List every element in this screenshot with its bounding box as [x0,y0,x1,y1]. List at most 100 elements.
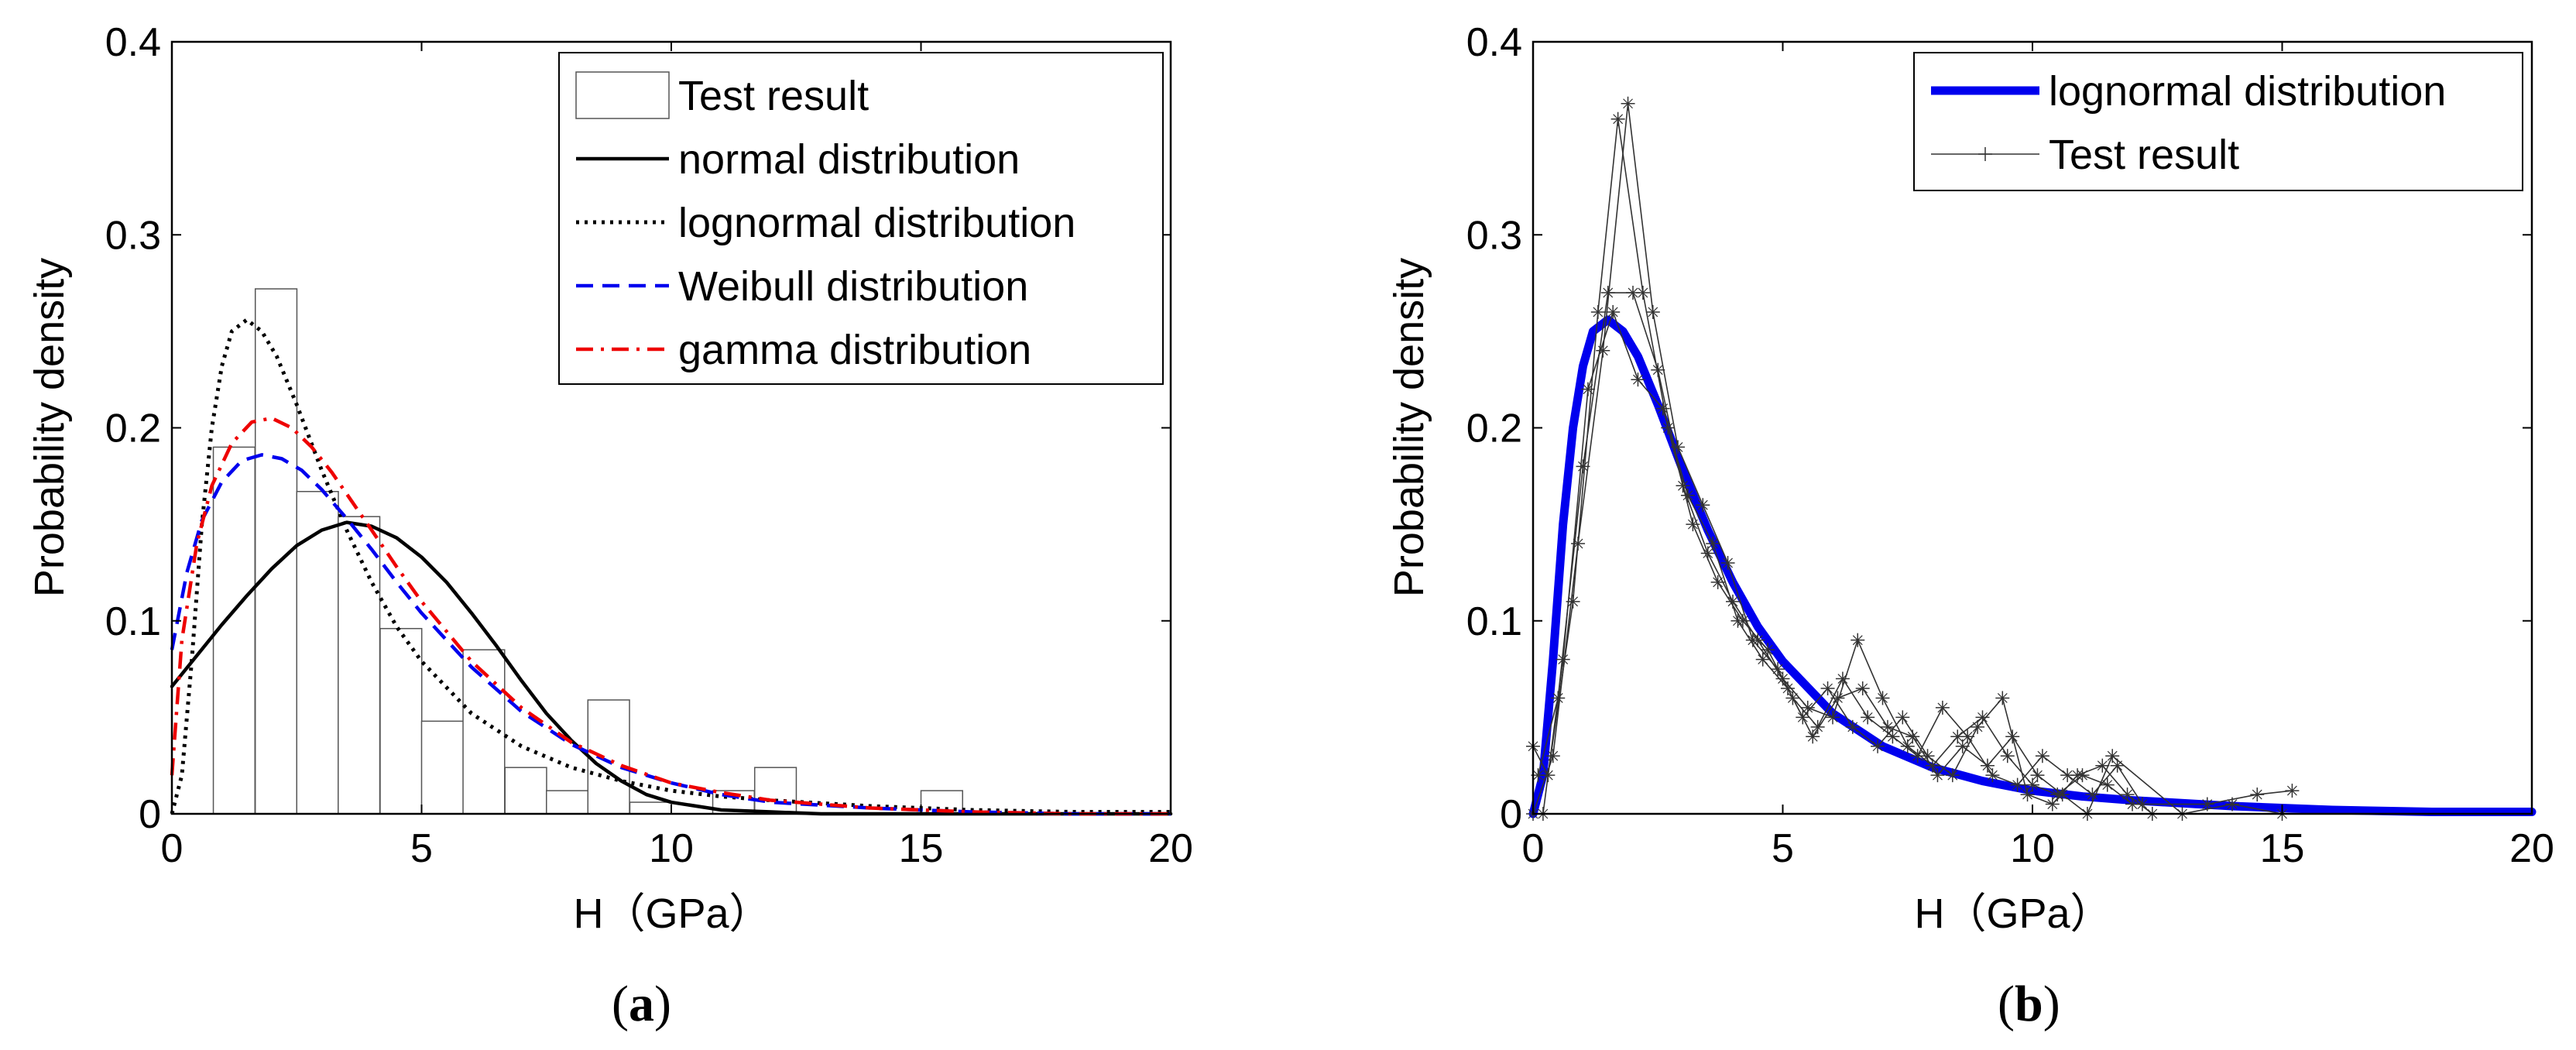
marker-stroke [1758,654,1768,665]
marker-stroke [1648,307,1658,317]
test-result-marker [1556,652,1570,667]
test-result-marker [1826,710,1840,725]
marker-stroke [1827,712,1838,722]
test-result-marker [1905,729,1920,744]
marker-stroke [1882,722,1893,733]
series-line-weibull-distribution [170,453,1171,816]
test-result-marker [1780,681,1795,695]
marker-stroke [1723,558,1733,568]
marker-stroke [1803,702,1813,713]
test-result-marker [1851,633,1865,647]
test-result-marker [1950,729,1965,744]
test-result-marker [1895,710,1910,725]
marker-stroke [1707,538,1718,549]
y-tick-label: 0.2 [1466,407,1522,451]
legend-label: lognormal distribution [2049,68,2446,115]
test-result-marker [1871,739,1885,753]
test-result-marker [2025,777,2039,792]
marker-stroke [2077,770,2087,781]
marker-stroke [1703,548,1713,558]
test-result-marker [1596,343,1610,358]
marker-stroke [2227,799,2238,809]
test-result-marker [1955,739,1970,753]
test-result-marker [2010,777,2025,792]
x-tick-label: 10 [649,826,694,871]
legend-label: Weibull distribution [678,263,1028,310]
histogram-bar [212,446,256,815]
test-result-marker [2100,777,2115,792]
test-result-marker [1900,739,1915,753]
marker-stroke [1583,384,1593,395]
histogram-bar [629,801,672,815]
marker-stroke [2062,770,2073,781]
test-result-marker [1755,652,1770,667]
test-result-marker [1935,700,1950,715]
marker-stroke [1633,374,1643,385]
x-tick-label: 0 [161,826,184,871]
x-tick-label: 15 [899,826,944,871]
marker-stroke [1593,307,1604,317]
test-result-line [1532,103,2153,815]
panel-b-caption-letter: b [2015,976,2043,1032]
x-tick-label: 0 [1522,826,1545,871]
marker-stroke [1852,635,1863,646]
test-result-marker [1606,304,1621,319]
test-result-marker [2055,788,2070,802]
marker-stroke [1772,664,1783,674]
test-result-marker [1835,671,1850,686]
test-result-marker [1845,719,1860,734]
marker-stroke [1937,702,1948,713]
test-result-marker [2005,729,2020,744]
test-result-marker [1576,459,1590,474]
marker-stroke [1847,722,1858,733]
marker-stroke [1962,731,1973,742]
marker-stroke [1907,731,1918,742]
marker-stroke [1807,731,1818,742]
test-result-marker [1706,537,1720,551]
test-result-marker [2225,797,2239,812]
legend-label: normal distribution [678,136,1020,183]
test-result-marker [1975,710,1990,725]
marker-stroke [1857,683,1868,694]
marker-stroke [1912,750,1923,761]
test-result-marker [2035,749,2049,763]
panel-b-plot-area [1526,96,2537,821]
test-result-marker [1945,768,1960,783]
test-result-marker [1885,729,1900,744]
marker-stroke [1823,683,1833,694]
marker-stroke [1727,596,1738,607]
test-result-marker [1771,662,1785,677]
panel-b-xlabel: H（GPa） [1914,890,2111,937]
marker-stroke [2286,785,2297,796]
marker-stroke [1952,731,1963,742]
histogram-bar [504,767,547,815]
legend-label: Test result [2049,132,2239,178]
test-result-marker [1655,401,1670,416]
marker-stroke [1862,712,1873,722]
marker-stroke [1628,287,1638,298]
test-result-marker [1930,768,1945,783]
test-result-marker [2030,768,2045,783]
series-line-gamma-distribution [170,416,1171,816]
marker-stroke [1558,654,1569,665]
x-tick-label: 20 [2509,826,2554,871]
test-result-marker [2045,797,2060,812]
test-result-marker [1880,719,1895,734]
test-result-marker [1820,681,1835,695]
panel-a-xlabel: H（GPa） [573,890,770,937]
y-tick-label: 0 [1500,792,1522,837]
test-result-marker [1830,691,1845,705]
marker-stroke [2057,789,2068,800]
test-result-marker [1645,304,1660,319]
x-tick-label: 10 [2010,826,2055,871]
marker-stroke [1578,461,1588,472]
marker-stroke [1533,770,1543,781]
marker-stroke [1947,770,1958,781]
y-tick-label: 0.3 [1466,213,1522,258]
marker-stroke [1872,741,1883,752]
panel-b-ticks: 0 5 10 15 20 0 0.1 0.2 0.3 0.4 [1466,20,2554,871]
marker-stroke [1997,693,2008,703]
x-tick-label: 5 [1772,826,1794,871]
test-result-marker [1651,362,1665,377]
